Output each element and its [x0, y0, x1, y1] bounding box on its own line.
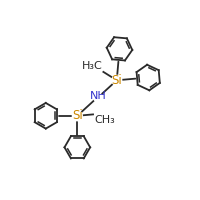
Text: Si: Si: [72, 109, 83, 122]
Circle shape: [93, 93, 102, 102]
Circle shape: [112, 75, 122, 85]
Text: Si: Si: [111, 74, 122, 87]
Text: NH: NH: [89, 91, 106, 101]
Text: H₃C: H₃C: [82, 61, 102, 71]
Circle shape: [72, 111, 82, 121]
Text: CH₃: CH₃: [94, 115, 115, 125]
